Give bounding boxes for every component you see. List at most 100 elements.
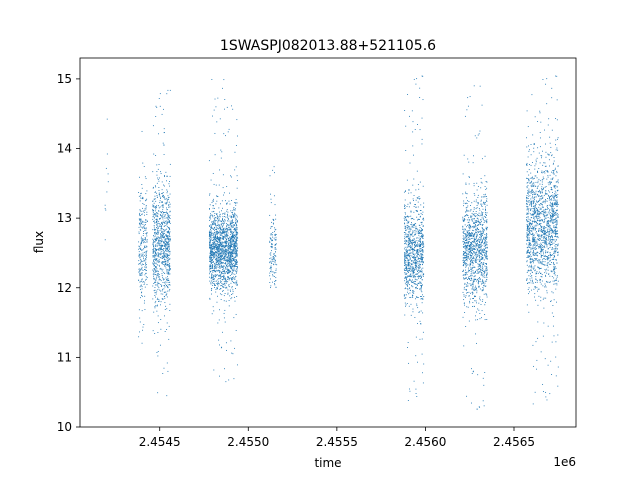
data-point (412, 239, 414, 241)
data-point (139, 215, 141, 217)
data-point (483, 238, 484, 240)
data-point (223, 277, 225, 279)
data-point (168, 196, 170, 198)
data-point (165, 220, 167, 222)
data-point (408, 254, 409, 256)
data-point (482, 265, 483, 267)
data-point (232, 234, 234, 236)
data-point (412, 248, 414, 250)
data-point (422, 274, 424, 276)
data-point (468, 246, 470, 247)
data-point (230, 239, 232, 241)
data-point (465, 257, 466, 259)
data-point (474, 300, 476, 302)
data-point (484, 282, 486, 284)
data-point (411, 226, 413, 228)
data-point (233, 202, 235, 204)
data-point (473, 200, 475, 202)
data-point (419, 248, 421, 250)
data-point (472, 282, 474, 283)
data-point (209, 250, 211, 252)
data-point (164, 238, 166, 240)
data-point (225, 242, 227, 244)
data-point (161, 216, 163, 218)
data-point (478, 244, 480, 246)
data-point (156, 284, 158, 286)
data-point (466, 395, 468, 397)
data-point (153, 226, 155, 228)
data-point (272, 274, 273, 276)
data-point (223, 286, 225, 288)
data-point (215, 229, 217, 231)
data-point (466, 272, 467, 274)
data-point (408, 246, 410, 248)
data-point (421, 233, 422, 234)
data-point (213, 278, 215, 280)
data-point (484, 272, 486, 273)
data-point (405, 150, 407, 151)
data-point (230, 267, 232, 269)
data-point (420, 221, 422, 223)
data-point (230, 238, 232, 240)
data-point (167, 247, 169, 248)
data-point (235, 275, 237, 277)
data-point (468, 276, 469, 278)
data-point (152, 238, 154, 240)
data-point (417, 282, 419, 284)
data-point (226, 210, 228, 212)
data-point (465, 197, 467, 199)
data-point (236, 253, 238, 255)
data-point (421, 268, 423, 270)
data-point (473, 278, 475, 280)
data-point (479, 260, 481, 262)
data-point (234, 264, 236, 266)
data-point (158, 187, 160, 188)
data-point (158, 237, 160, 238)
data-point (478, 238, 480, 240)
data-point (485, 193, 487, 195)
data-point (209, 204, 211, 206)
data-point (466, 249, 468, 251)
data-point (272, 240, 274, 242)
data-point (230, 244, 231, 246)
data-point (463, 154, 465, 156)
data-point (419, 236, 421, 238)
data-point (236, 237, 238, 239)
data-point (162, 261, 164, 263)
data-point (218, 243, 219, 245)
data-point (211, 244, 213, 245)
data-point (154, 198, 156, 200)
data-point (475, 232, 477, 234)
data-point (213, 246, 215, 248)
data-point (228, 244, 230, 246)
data-point (215, 255, 217, 257)
data-point (477, 269, 479, 270)
data-point (419, 181, 421, 183)
data-point (477, 197, 479, 199)
data-point (138, 233, 140, 235)
data-point (164, 214, 166, 216)
data-point (141, 227, 143, 229)
data-point (485, 266, 487, 268)
data-point (464, 255, 465, 257)
data-point (233, 215, 235, 217)
data-point (166, 222, 168, 224)
data-point (236, 187, 238, 189)
data-point (155, 232, 157, 234)
data-point (408, 293, 409, 295)
data-point (231, 273, 233, 275)
data-point (221, 271, 222, 273)
data-point (480, 236, 482, 238)
data-point (406, 250, 408, 252)
data-point (163, 254, 165, 256)
data-point (215, 220, 216, 222)
data-point (209, 225, 210, 227)
data-point (411, 266, 413, 268)
data-point (417, 184, 419, 186)
data-point (166, 265, 168, 266)
data-point (211, 288, 212, 290)
data-point (160, 280, 162, 282)
data-point (486, 229, 488, 231)
data-point (211, 221, 212, 223)
data-point (169, 237, 171, 239)
